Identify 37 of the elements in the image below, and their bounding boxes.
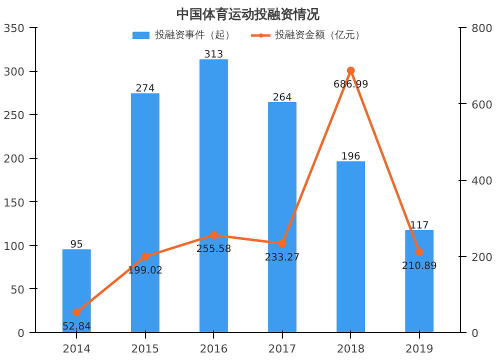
y2-tick-label: 800 xyxy=(472,22,492,35)
y-tick-label: 250 xyxy=(4,109,25,122)
data-label: 52.84 xyxy=(62,321,91,332)
point xyxy=(141,252,150,261)
y-tick-label: 200 xyxy=(4,152,25,166)
point xyxy=(72,308,81,316)
x-tick-label: 2018 xyxy=(336,342,365,356)
point xyxy=(346,66,355,75)
y-tick-label: 350 xyxy=(4,22,25,35)
y-tick-label: 300 xyxy=(4,66,25,79)
y-tick-label: 100 xyxy=(4,240,25,253)
data-label: 274 xyxy=(136,84,155,95)
chart-title: 中国体育运动投融资情况 xyxy=(176,6,320,22)
y-tick-label: 150 xyxy=(4,196,25,210)
legend-label: 投融资事件（起） xyxy=(155,28,235,42)
x-tick-label: 2017 xyxy=(268,342,296,356)
data-label: 196 xyxy=(341,152,360,163)
y-tick-label: 0 xyxy=(18,327,24,340)
point xyxy=(278,240,286,248)
y2-tick-label: 0 xyxy=(472,327,478,340)
data-label: 117 xyxy=(410,220,429,232)
y2-tick-label: 400 xyxy=(472,174,492,188)
point xyxy=(415,248,424,256)
y-tick-label: 50 xyxy=(10,283,25,296)
x-tick-label: 2016 xyxy=(200,342,228,356)
y2-tick-label: 600 xyxy=(472,98,492,112)
data-label: 264 xyxy=(272,92,292,104)
data-label: 95 xyxy=(70,240,83,251)
bar xyxy=(62,249,91,332)
x-tick-label: 2015 xyxy=(131,342,160,356)
data-label: 313 xyxy=(204,50,224,61)
point xyxy=(210,231,218,240)
bar xyxy=(336,161,366,332)
legend-label: 投融资金额（亿元） xyxy=(275,28,365,42)
y2-tick-label: 200 xyxy=(472,250,492,264)
x-tick-label: 2019 xyxy=(405,342,434,356)
x-tick-label: 2014 xyxy=(62,342,91,356)
